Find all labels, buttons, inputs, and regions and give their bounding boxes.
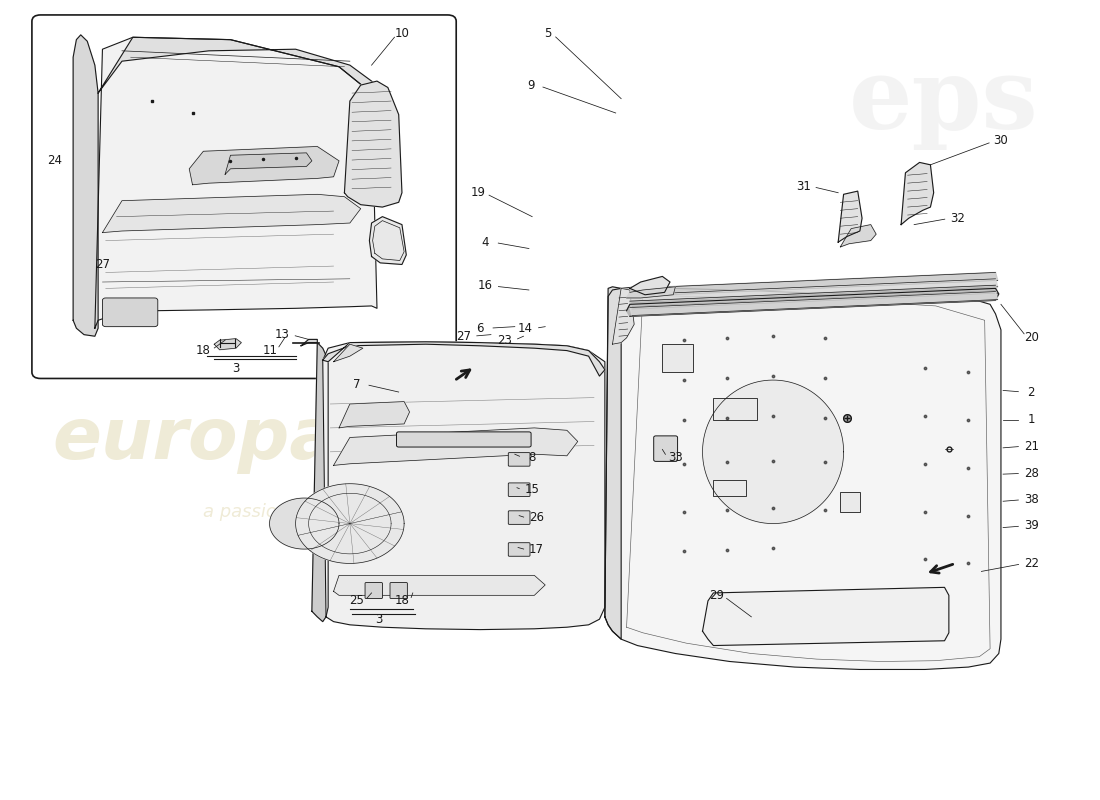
Text: 29: 29 <box>710 589 724 602</box>
Polygon shape <box>703 587 949 646</box>
Text: a passion for parts since 1985: a passion for parts since 1985 <box>204 502 475 521</box>
Polygon shape <box>613 288 635 344</box>
FancyBboxPatch shape <box>390 582 407 598</box>
Text: 1: 1 <box>1027 414 1035 426</box>
FancyBboxPatch shape <box>396 432 531 447</box>
Bar <box>714 398 757 420</box>
Polygon shape <box>189 146 339 185</box>
Polygon shape <box>627 288 999 316</box>
Text: 26: 26 <box>529 511 544 525</box>
Polygon shape <box>73 35 98 336</box>
Polygon shape <box>630 291 998 315</box>
Text: 33: 33 <box>668 451 683 464</box>
Text: 4: 4 <box>482 236 490 249</box>
Polygon shape <box>370 217 406 265</box>
Polygon shape <box>339 402 409 428</box>
Polygon shape <box>627 286 675 298</box>
Polygon shape <box>703 380 844 523</box>
FancyBboxPatch shape <box>508 483 530 497</box>
Text: 8: 8 <box>528 451 536 464</box>
Polygon shape <box>344 81 402 207</box>
Text: 18: 18 <box>395 594 409 607</box>
Polygon shape <box>630 286 998 309</box>
Polygon shape <box>301 339 317 346</box>
FancyBboxPatch shape <box>508 511 530 524</box>
Polygon shape <box>312 342 328 622</box>
Polygon shape <box>98 38 377 93</box>
Text: eps: eps <box>849 53 1038 150</box>
Polygon shape <box>95 38 377 328</box>
Text: 38: 38 <box>1024 493 1038 506</box>
Polygon shape <box>630 273 998 296</box>
Text: 10: 10 <box>395 26 409 40</box>
Text: 3: 3 <box>232 362 240 374</box>
Polygon shape <box>322 342 605 630</box>
Text: 25: 25 <box>349 594 364 607</box>
Text: 2: 2 <box>1027 386 1035 398</box>
Text: 21: 21 <box>1024 440 1038 453</box>
Text: 28: 28 <box>1024 467 1038 480</box>
Bar <box>840 492 860 512</box>
Text: 7: 7 <box>353 378 360 390</box>
Polygon shape <box>605 286 1001 670</box>
Text: 18: 18 <box>196 344 211 357</box>
Polygon shape <box>630 279 998 302</box>
Polygon shape <box>73 35 98 336</box>
FancyBboxPatch shape <box>653 436 678 462</box>
Polygon shape <box>840 225 877 247</box>
Text: 19: 19 <box>471 186 485 199</box>
FancyBboxPatch shape <box>508 542 530 556</box>
Text: 30: 30 <box>993 134 1009 147</box>
Text: 27: 27 <box>95 258 110 271</box>
Text: 5: 5 <box>543 26 551 40</box>
Text: 27: 27 <box>456 330 471 342</box>
Text: 20: 20 <box>1024 331 1038 344</box>
Text: 32: 32 <box>950 212 965 225</box>
Bar <box>662 344 693 372</box>
Polygon shape <box>901 162 934 225</box>
FancyBboxPatch shape <box>365 582 383 598</box>
FancyBboxPatch shape <box>32 15 456 378</box>
Polygon shape <box>102 194 361 233</box>
Text: 3: 3 <box>375 613 383 626</box>
Polygon shape <box>630 277 670 294</box>
Bar <box>714 480 746 496</box>
Text: 9: 9 <box>527 78 535 91</box>
Polygon shape <box>333 428 578 466</box>
Text: 14: 14 <box>518 322 534 334</box>
Text: 22: 22 <box>1024 557 1038 570</box>
Text: 39: 39 <box>1024 519 1038 533</box>
FancyBboxPatch shape <box>102 298 157 326</box>
Polygon shape <box>838 191 862 242</box>
Text: 15: 15 <box>525 482 540 496</box>
Text: 31: 31 <box>796 180 811 193</box>
Text: europarts: europarts <box>53 406 452 474</box>
Polygon shape <box>605 286 621 639</box>
Polygon shape <box>333 344 363 362</box>
Text: 16: 16 <box>478 279 493 293</box>
FancyBboxPatch shape <box>508 453 530 466</box>
Text: 24: 24 <box>47 154 63 167</box>
Text: 11: 11 <box>263 344 278 357</box>
Text: 6: 6 <box>476 322 484 334</box>
Polygon shape <box>226 153 312 174</box>
Text: 17: 17 <box>529 543 544 556</box>
Polygon shape <box>333 575 546 595</box>
Polygon shape <box>296 484 404 563</box>
Polygon shape <box>214 338 241 350</box>
Text: 23: 23 <box>497 334 513 346</box>
Text: 13: 13 <box>275 328 290 341</box>
Polygon shape <box>322 342 605 376</box>
Polygon shape <box>270 498 339 549</box>
